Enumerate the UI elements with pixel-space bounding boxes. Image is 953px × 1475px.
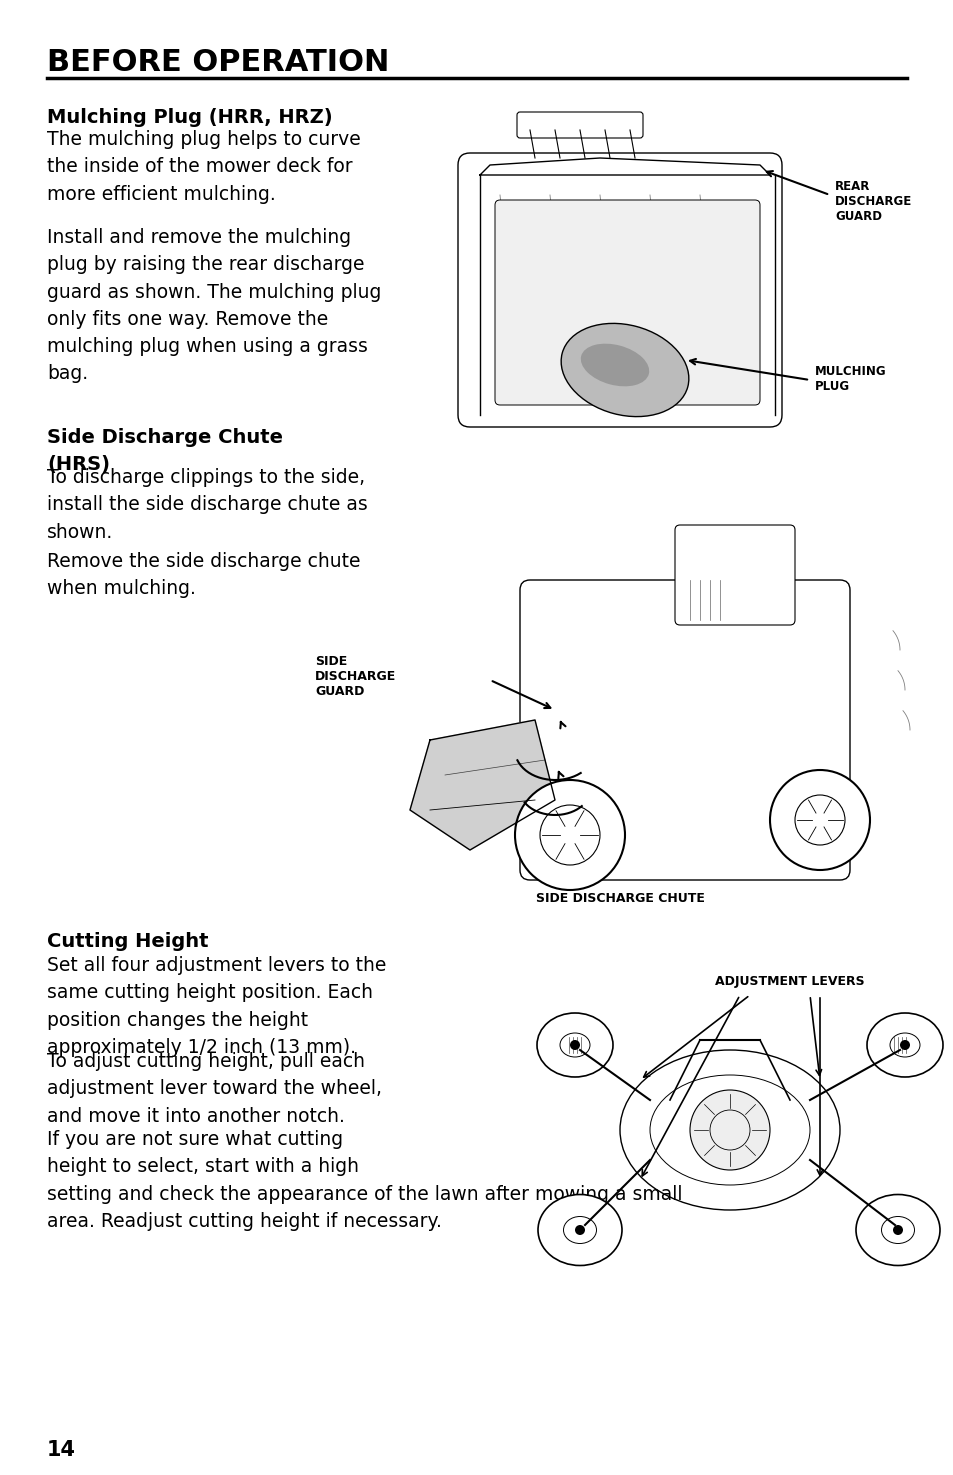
Text: Set all four adjustment levers to the
same cutting height position. Each
positio: Set all four adjustment levers to the sa… [47,956,386,1056]
Text: BEFORE OPERATION: BEFORE OPERATION [47,49,389,77]
Polygon shape [410,720,555,850]
Circle shape [515,780,624,889]
Text: Install and remove the mulching
plug by raising the rear discharge
guard as show: Install and remove the mulching plug by … [47,229,381,384]
Text: The mulching plug helps to curve
the inside of the mower deck for
more efficient: The mulching plug helps to curve the ins… [47,130,360,204]
Text: SIDE
DISCHARGE
GUARD: SIDE DISCHARGE GUARD [314,655,395,698]
Text: REAR
DISCHARGE
GUARD: REAR DISCHARGE GUARD [834,180,911,223]
Text: Remove the side discharge chute
when mulching.: Remove the side discharge chute when mul… [47,552,360,599]
Circle shape [689,1090,769,1170]
Text: Side Discharge Chute
(HRS): Side Discharge Chute (HRS) [47,428,283,475]
Text: Cutting Height: Cutting Height [47,932,209,951]
Text: MULCHING
PLUG: MULCHING PLUG [814,364,885,392]
Circle shape [899,1040,909,1050]
Text: If you are not sure what cutting
height to select, start with a high
setting and: If you are not sure what cutting height … [47,1130,681,1230]
Text: 14: 14 [47,1440,76,1460]
Ellipse shape [537,1013,613,1077]
Polygon shape [479,158,769,176]
Ellipse shape [619,1050,840,1210]
Circle shape [569,1040,579,1050]
FancyBboxPatch shape [519,580,849,881]
Circle shape [769,770,869,870]
Text: To adjust cutting height, pull each
adjustment lever toward the wheel,
and move : To adjust cutting height, pull each adju… [47,1052,381,1125]
Text: ADJUSTMENT LEVERS: ADJUSTMENT LEVERS [715,975,864,988]
FancyBboxPatch shape [495,201,760,406]
Circle shape [575,1226,584,1235]
FancyBboxPatch shape [517,112,642,139]
Text: SIDE DISCHARGE CHUTE: SIDE DISCHARGE CHUTE [535,892,703,906]
Ellipse shape [560,323,688,416]
Text: Mulching Plug (HRR, HRZ): Mulching Plug (HRR, HRZ) [47,108,333,127]
Circle shape [892,1226,902,1235]
Text: To discharge clippings to the side,
install the side discharge chute as
shown.: To discharge clippings to the side, inst… [47,468,367,541]
Ellipse shape [537,1195,621,1266]
Ellipse shape [855,1195,939,1266]
FancyBboxPatch shape [457,153,781,426]
FancyBboxPatch shape [675,525,794,625]
Ellipse shape [580,344,649,386]
Ellipse shape [866,1013,942,1077]
